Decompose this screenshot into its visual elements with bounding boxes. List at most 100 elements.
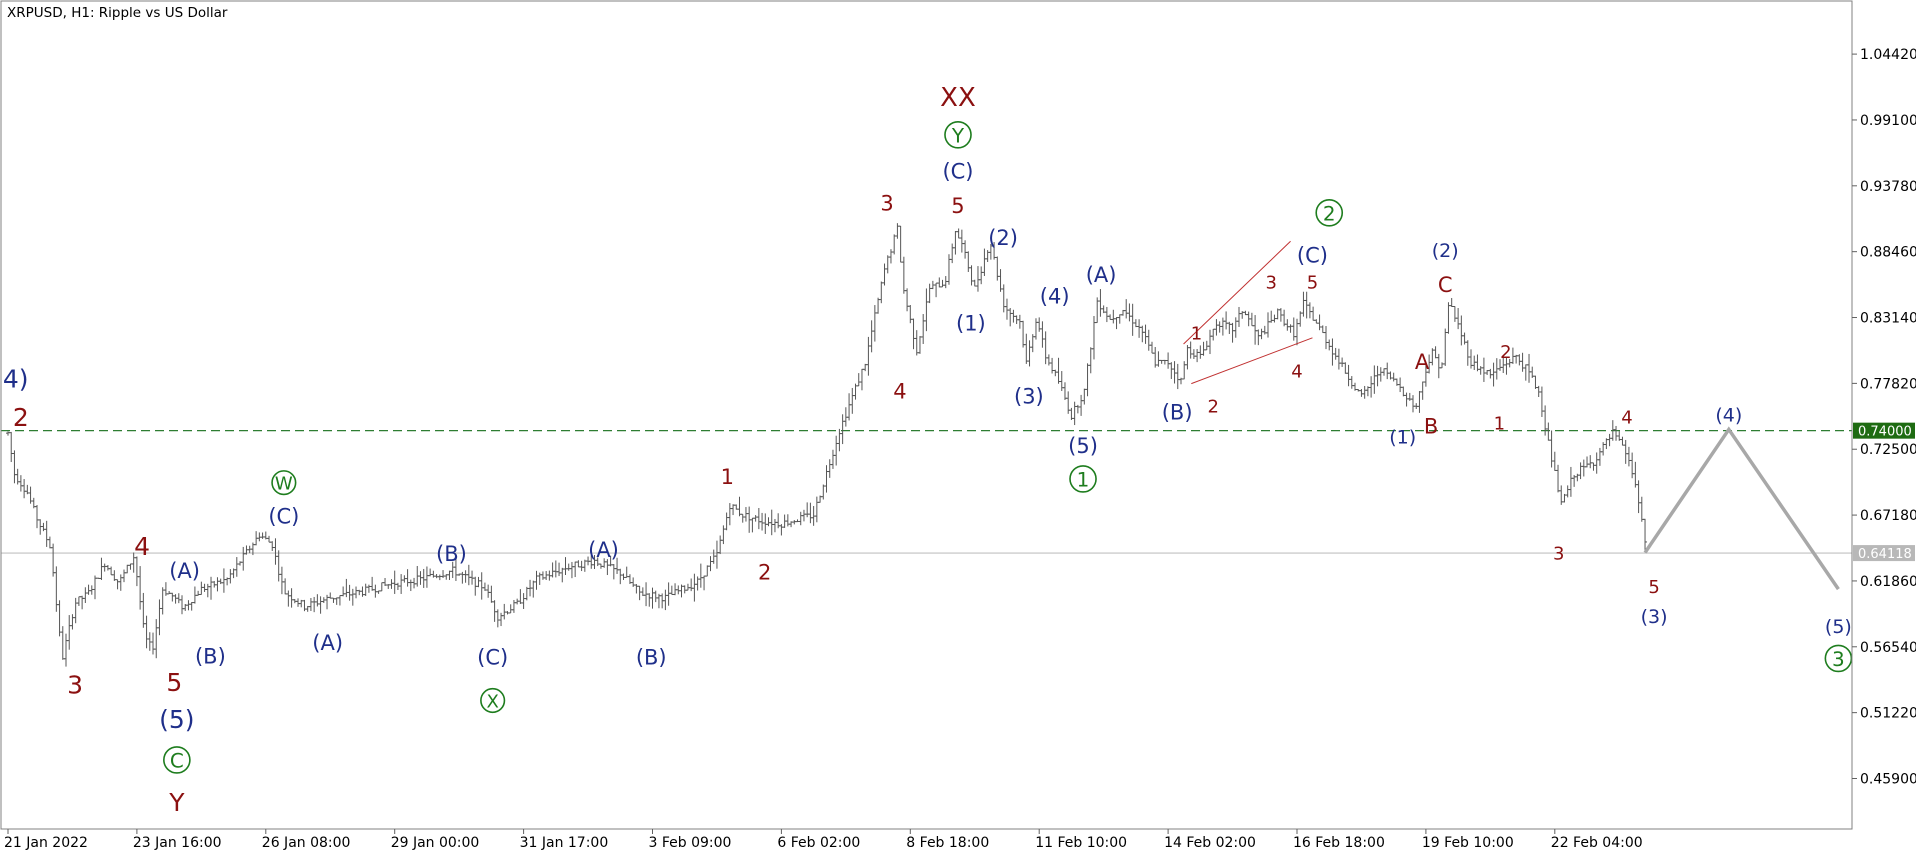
wave-label: (C) <box>942 159 973 183</box>
resistance-price-badge-text: 0.74000 <box>1858 425 1912 440</box>
x-tick-label: 31 Jan 17:00 <box>520 835 609 851</box>
wave-label-text: 4) <box>3 365 29 394</box>
x-tick-label: 11 Feb 10:00 <box>1035 835 1127 851</box>
price-axis[interactable]: 1.04420 0.99100 0.93780 0.88460 0.83140 0.778… <box>1852 47 1916 787</box>
wave-label: 4 <box>134 532 150 561</box>
wave-label-text: (4) <box>1715 404 1742 426</box>
wave-label-circled: 1 <box>1069 465 1097 493</box>
wave-label: 5 <box>951 194 964 218</box>
wave-label: 2 <box>758 560 771 584</box>
wave-label-text: 5 <box>1307 273 1318 294</box>
y-tick-label: 0.88460 <box>1860 245 1916 261</box>
wave-label: (4) <box>1040 284 1070 308</box>
y-tick-label: 0.77820 <box>1860 376 1916 392</box>
y-tick-label: 0.67180 <box>1860 508 1916 524</box>
wave-label-text: (2) <box>988 226 1018 250</box>
wave-label-text: (A) <box>169 559 200 583</box>
wave-label: 3 <box>1265 273 1276 294</box>
wave-label: 1 <box>721 465 734 489</box>
wedge-trendline-2 <box>1191 337 1313 385</box>
wave-label-circled: W <box>271 470 297 496</box>
wave-label: C <box>1438 273 1453 297</box>
wave-label-text: XX <box>940 83 976 113</box>
wave-label: A <box>1415 350 1430 374</box>
wave-label-text: (3) <box>1014 385 1044 409</box>
wave-label: 4 <box>1291 362 1302 383</box>
x-tick-label: 3 Feb 09:00 <box>649 835 732 851</box>
wave-label-text: (C) <box>942 159 973 183</box>
x-tick-label: 19 Feb 10:00 <box>1422 835 1514 851</box>
wave-label-text: 1 <box>721 465 734 489</box>
wave-label-text: 1 <box>1191 323 1202 344</box>
wave-label-text: (4) <box>1040 284 1070 308</box>
wave-label-text: (1) <box>956 312 986 336</box>
wave-label-text: (C) <box>1297 243 1328 267</box>
wave-label: 5 <box>166 668 182 697</box>
wave-label-text: Y <box>951 123 965 147</box>
wave-label-text: (B) <box>1162 401 1193 425</box>
wave-label: 2 <box>1207 396 1218 417</box>
wave-labels: 4)2345(5)CY(A)(B)W(C)(A)(B)(C)X(A)(B)123… <box>3 83 1853 817</box>
plot-frame <box>0 0 1853 830</box>
wave-label: 1 <box>1494 414 1505 435</box>
wave-label-text: (5) <box>1068 434 1098 458</box>
wave-label: (B) <box>636 646 667 670</box>
wave-label-text: 2 <box>13 403 29 432</box>
wave-label-circled: 3 <box>1824 644 1853 673</box>
wave-label-circle <box>163 746 191 774</box>
wave-label-text: 5 <box>1648 577 1659 598</box>
current-price-badge-box <box>1853 545 1915 562</box>
wave-label-circle <box>944 120 972 149</box>
wave-label-text: 3 <box>67 670 83 699</box>
wave-label: Y <box>168 788 185 817</box>
wave-label: (5) <box>1068 434 1098 458</box>
wave-label-circle <box>1069 465 1097 493</box>
wedge-trendline-1 <box>1183 240 1291 345</box>
wave-label: (1) <box>956 312 986 336</box>
wave-label: (5) <box>159 705 194 734</box>
ohlc-bar <box>1643 518 1648 550</box>
y-tick-label: 0.93780 <box>1860 179 1916 195</box>
x-tick-label: 8 Feb 18:00 <box>906 835 989 851</box>
wave-label: 5 <box>1648 577 1659 598</box>
wave-label: (A) <box>1086 263 1117 287</box>
wave-label-text: (B) <box>436 542 467 566</box>
wave-label: (B) <box>436 542 467 566</box>
wave-label: (5) <box>1825 616 1852 638</box>
x-tick-label: 23 Jan 16:00 <box>133 835 222 851</box>
wave-label: (C) <box>268 505 299 529</box>
x-tick-label: 6 Feb 02:00 <box>777 835 860 851</box>
wave-label-text: 4 <box>134 532 150 561</box>
wave-label-text: C <box>1438 273 1453 297</box>
wave-label: 4) <box>3 365 29 394</box>
wave-label: (3) <box>1014 385 1044 409</box>
x-tick-label: 22 Feb 04:00 <box>1551 835 1643 851</box>
wave-label-text: (5) <box>159 705 194 734</box>
y-tick-label: 0.45900 <box>1860 771 1916 787</box>
price-bars <box>6 223 1648 667</box>
wave-label: 4 <box>1621 408 1632 429</box>
time-axis[interactable]: 21 Jan 2022 23 Jan 16:00 26 Jan 08:00 29 Ja… <box>4 829 1643 851</box>
wave-label-text: 1 <box>1077 467 1090 491</box>
wave-label-text: 2 <box>1207 396 1218 417</box>
wave-label: (2) <box>988 226 1018 250</box>
wave-label-text: B <box>1424 414 1438 438</box>
wave-label: (B) <box>1162 401 1193 425</box>
wave-label: 2 <box>13 403 29 432</box>
wave-label: 1 <box>1191 323 1202 344</box>
wave-label-text: (A) <box>588 538 619 562</box>
wave-label-text: 4 <box>1621 408 1632 429</box>
price-badges: 0.74000 0.64118 <box>1853 422 1915 562</box>
wave-label-text: W <box>275 473 293 494</box>
wave-label-text: 4 <box>1291 362 1302 383</box>
projected-path <box>1643 426 1840 591</box>
wave-label-text: (3) <box>1641 606 1668 628</box>
level-lines <box>1 430 1852 554</box>
wave-label-text: (C) <box>268 505 299 529</box>
wave-label: (2) <box>1432 240 1459 262</box>
wave-label: (4) <box>1715 404 1742 426</box>
wave-label-circle <box>271 470 297 496</box>
wave-label-text: 5 <box>951 194 964 218</box>
